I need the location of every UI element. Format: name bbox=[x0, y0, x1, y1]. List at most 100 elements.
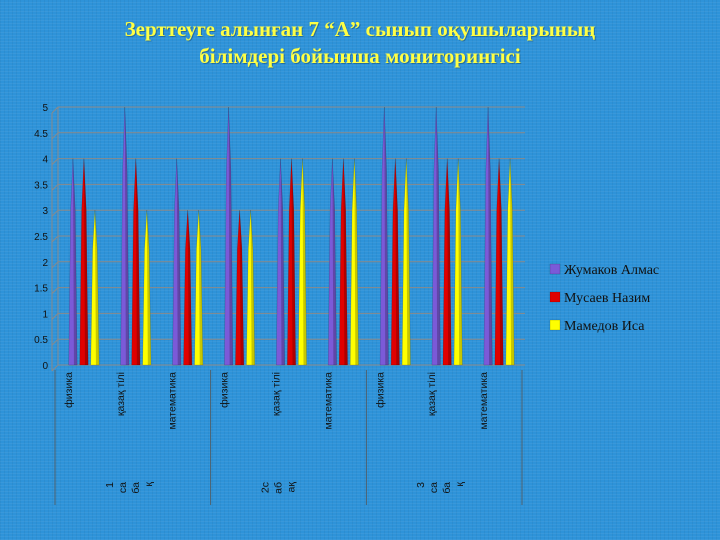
y-tick-label: 1 bbox=[42, 309, 48, 320]
bar bbox=[327, 158, 337, 366]
legend-swatch bbox=[549, 319, 561, 331]
bar-shade bbox=[280, 158, 285, 365]
gridline-depth bbox=[51, 313, 59, 320]
bar bbox=[379, 106, 389, 366]
bar-shade bbox=[343, 158, 348, 365]
bar-shade bbox=[384, 107, 389, 365]
bar-shade bbox=[510, 158, 515, 365]
bar bbox=[453, 158, 463, 366]
bar bbox=[224, 106, 234, 366]
chart-title-line-2: білімдері бойынша мониторингісі bbox=[199, 44, 521, 68]
y-tick-label: 4.5 bbox=[34, 129, 48, 140]
y-tick-label: 3 bbox=[42, 206, 48, 217]
y-tick-label: 4 bbox=[42, 155, 48, 166]
bar-shade bbox=[198, 210, 203, 365]
bar bbox=[142, 210, 152, 366]
x-quarter-label: са bbox=[117, 482, 129, 493]
gridline-depth bbox=[51, 287, 59, 294]
bar-shade bbox=[458, 158, 463, 365]
bar bbox=[349, 158, 359, 366]
legend-swatch bbox=[549, 263, 561, 275]
x-category-label: қазақ тілі bbox=[426, 372, 438, 416]
legend-label: Мусаев Назим bbox=[564, 291, 650, 306]
bar-shade bbox=[332, 158, 337, 365]
gridline-depth bbox=[51, 106, 59, 114]
y-axis-ticks: 0 0.5 1 1.5 2 2.5 3 3.5 4 4.5 5 bbox=[34, 103, 48, 372]
x-axis-labels: физика қазақ тілі математика физика қазақ ті… bbox=[54, 370, 523, 505]
x-quarter-label: 2с bbox=[260, 482, 272, 493]
gridline-depth bbox=[51, 209, 59, 217]
x-category-label: физика bbox=[374, 372, 386, 408]
bar-shade bbox=[72, 158, 78, 365]
bar bbox=[494, 158, 504, 366]
x-quarter-label: са bbox=[428, 482, 440, 493]
bar-shade bbox=[135, 158, 141, 365]
y-tick-label: 0 bbox=[42, 361, 48, 372]
bar-shade bbox=[83, 158, 89, 365]
x-category-label: физика bbox=[63, 372, 75, 408]
x-category-label: физика bbox=[219, 372, 231, 408]
legend-swatch bbox=[549, 291, 561, 303]
x-category-label: математика bbox=[322, 372, 334, 430]
bar bbox=[401, 158, 411, 366]
bar bbox=[172, 158, 182, 366]
y-tick-label: 1.5 bbox=[34, 284, 48, 295]
bar-shade bbox=[488, 107, 493, 365]
bar bbox=[194, 210, 204, 366]
legend-label: Жумаков Алмас bbox=[564, 263, 659, 278]
x-quarter-label: 1 bbox=[104, 482, 116, 488]
bar-shade bbox=[124, 107, 130, 365]
y-tick-label: 0.5 bbox=[34, 335, 48, 346]
gridline-depth bbox=[51, 132, 59, 140]
x-category-label: математика bbox=[478, 372, 490, 430]
x-quarter-label: ба bbox=[441, 482, 453, 494]
bar-shade bbox=[354, 158, 359, 365]
x-quarter-label: қ bbox=[454, 482, 466, 487]
bar-shade bbox=[187, 210, 192, 365]
bar-shade bbox=[228, 107, 233, 365]
bar bbox=[90, 210, 100, 366]
chart-title-line-1: Зерттеуге алынған 7 “А” сынып оқушыларын… bbox=[124, 17, 596, 41]
bar-shade bbox=[302, 158, 307, 365]
bar-shade bbox=[447, 158, 452, 365]
x-category-label: қазақ тілі bbox=[271, 372, 283, 416]
bar-shade bbox=[250, 210, 255, 365]
gridline-depth bbox=[51, 158, 59, 165]
x-quarter-label: 3 bbox=[415, 482, 427, 488]
bar-shade bbox=[499, 158, 504, 365]
bar-shade bbox=[176, 158, 181, 365]
bar bbox=[183, 210, 193, 366]
legend: Жумаков Алмас Мусаев Назим Мамедов Иса bbox=[549, 263, 659, 334]
gridline-depth bbox=[51, 364, 59, 372]
bar bbox=[483, 106, 493, 366]
bar-shade bbox=[94, 210, 100, 365]
bar bbox=[68, 158, 78, 366]
bar-shade bbox=[406, 158, 411, 365]
x-quarter-label: аб bbox=[273, 482, 285, 494]
y-tick-label: 2.5 bbox=[34, 232, 48, 243]
bar bbox=[131, 158, 141, 366]
x-category-label: қазақ тілі bbox=[115, 372, 127, 416]
bar bbox=[79, 158, 89, 366]
bar-shade bbox=[291, 158, 296, 365]
bar-shade bbox=[395, 158, 400, 365]
chart-title: Зерттеуге алынған 7 “А” сынып оқушыларын… bbox=[0, 16, 720, 70]
y-tick-label: 5 bbox=[42, 103, 48, 114]
bar-shade bbox=[146, 210, 152, 365]
gridline-depth bbox=[51, 235, 59, 243]
bar bbox=[431, 106, 441, 366]
gridline-depth bbox=[51, 261, 59, 269]
x-quarter-label: ба bbox=[130, 482, 142, 494]
gridline-depth bbox=[51, 184, 59, 191]
x-quarter-label: қ bbox=[143, 482, 155, 487]
bar bbox=[390, 158, 400, 366]
bar-shade bbox=[239, 210, 244, 365]
bar-shade bbox=[436, 107, 441, 365]
x-category-label: математика bbox=[167, 372, 179, 430]
bar bbox=[120, 106, 130, 366]
bars bbox=[68, 106, 515, 366]
x-quarter-label: ақ bbox=[286, 482, 298, 493]
bar bbox=[505, 158, 515, 366]
bar bbox=[298, 158, 307, 366]
